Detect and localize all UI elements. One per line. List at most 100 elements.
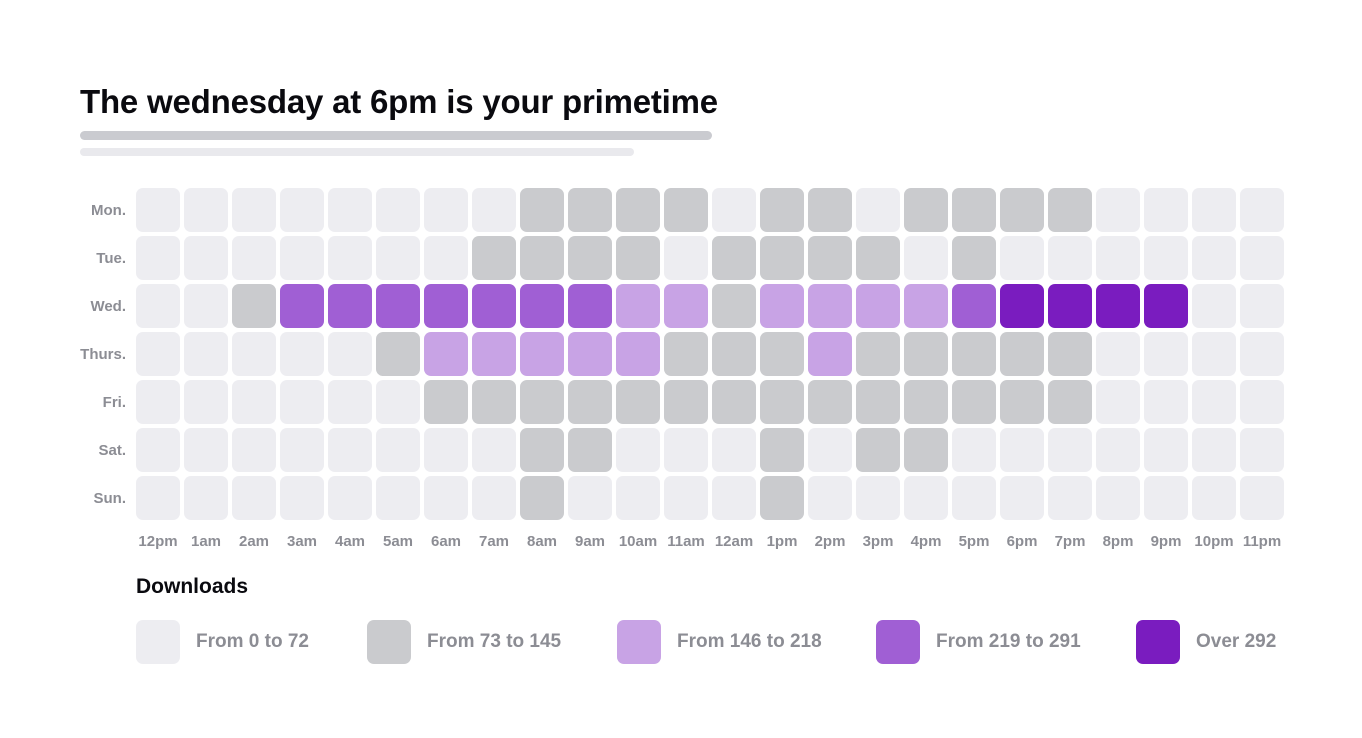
heatmap-cell: [1096, 284, 1140, 328]
hour-label: 3pm: [863, 533, 894, 550]
heatmap-cell: [1240, 332, 1284, 376]
legend-swatch: [876, 620, 920, 664]
heatmap-cell: [856, 476, 900, 520]
legend-swatch: [367, 620, 411, 664]
heatmap-cell: [376, 428, 420, 472]
heatmap-cell: [856, 380, 900, 424]
heatmap-cell: [328, 236, 372, 280]
heatmap-cell: [1192, 188, 1236, 232]
heatmap-cell: [520, 332, 564, 376]
heatmap-cell: [1000, 332, 1044, 376]
heatmap-cell: [1192, 428, 1236, 472]
heatmap-cell: [1144, 428, 1188, 472]
heatmap-cell: [328, 332, 372, 376]
heatmap-cell: [1048, 380, 1092, 424]
heatmap-cell: [904, 284, 948, 328]
heatmap-cell: [952, 236, 996, 280]
legend-label: From 73 to 145: [427, 631, 562, 652]
heatmap-cell: [1240, 284, 1284, 328]
heatmap-cell: [1000, 476, 1044, 520]
heatmap-cell: [616, 236, 660, 280]
heatmap-cell: [760, 332, 804, 376]
heatmap-cell: [712, 428, 756, 472]
heatmap-cell: [1048, 332, 1092, 376]
heatmap-cell: [232, 188, 276, 232]
legend-item-73-145: From 73 to 145: [367, 620, 561, 664]
heatmap-cell: [136, 428, 180, 472]
hour-label: 8pm: [1103, 533, 1134, 550]
heatmap-cell: [856, 188, 900, 232]
hour-label: 5am: [383, 533, 413, 550]
hour-label: 3am: [287, 533, 317, 550]
heatmap-cell: [952, 284, 996, 328]
heatmap-cell: [664, 476, 708, 520]
heatmap-cell: [760, 284, 804, 328]
heatmap-cell: [232, 284, 276, 328]
heatmap-cell: [520, 428, 564, 472]
legend-item-146-218: From 146 to 218: [617, 620, 822, 664]
legend-item-over-292: Over 292: [1136, 620, 1276, 664]
heatmap-cell: [328, 380, 372, 424]
heatmap-cell: [1240, 188, 1284, 232]
subtitle-placeholder-bar: [80, 131, 712, 140]
hour-label: 1pm: [767, 533, 798, 550]
heatmap-cell: [376, 284, 420, 328]
heatmap-cell: [280, 428, 324, 472]
hour-label: 7pm: [1055, 533, 1086, 550]
hour-label: 1am: [191, 533, 221, 550]
hour-label: 9am: [575, 533, 605, 550]
legend-label: From 146 to 218: [677, 631, 822, 652]
heatmap-cell: [376, 188, 420, 232]
heatmap-cell: [280, 284, 324, 328]
heatmap-cell: [520, 380, 564, 424]
heatmap-cell: [280, 236, 324, 280]
day-label: Sun.: [94, 490, 127, 507]
heatmap-cell: [1048, 236, 1092, 280]
heatmap-cell: [1000, 284, 1044, 328]
heatmap-chart: Mon. Tue. Wed. Thurs. Fri. Sat. Sun. 12pm 1am 2am…: [80, 188, 1284, 550]
heatmap-cell: [856, 236, 900, 280]
heatmap-cell: [1192, 332, 1236, 376]
heatmap-cell: [760, 380, 804, 424]
legend-label: From 219 to 291: [936, 631, 1081, 652]
heatmap-cell: [1144, 188, 1188, 232]
hour-label: 11pm: [1243, 533, 1281, 550]
heatmap-cell: [472, 332, 516, 376]
heatmap-cell: [952, 188, 996, 232]
heatmap-cell: [1096, 188, 1140, 232]
heatmap-cell: [808, 428, 852, 472]
hour-label: 8am: [527, 533, 557, 550]
heatmap-cell: [472, 188, 516, 232]
heatmap-cell: [616, 332, 660, 376]
heatmap-cell: [712, 284, 756, 328]
heatmap-cell: [520, 284, 564, 328]
heatmap-cell: [424, 380, 468, 424]
heatmap-cell: [424, 284, 468, 328]
heatmap-cell: [568, 476, 612, 520]
heatmap-cell: [424, 476, 468, 520]
heatmap-cell: [520, 188, 564, 232]
heatmap-cell: [1144, 236, 1188, 280]
heatmap-cell: [1096, 380, 1140, 424]
heatmap-cell: [520, 236, 564, 280]
heatmap-cell: [760, 476, 804, 520]
heatmap-cell: [616, 188, 660, 232]
heatmap-cell: [424, 188, 468, 232]
heatmap-cell: [616, 476, 660, 520]
day-label: Fri.: [103, 394, 126, 411]
heatmap-cell: [712, 380, 756, 424]
heatmap-cell: [232, 476, 276, 520]
heatmap-cell: [472, 284, 516, 328]
heatmap-cell: [664, 332, 708, 376]
heatmap-cell: [856, 332, 900, 376]
heatmap-cell: [808, 332, 852, 376]
hour-label: 12am: [715, 533, 753, 550]
heatmap-cell: [184, 284, 228, 328]
heatmap-cell: [1096, 476, 1140, 520]
heatmap-cell: [616, 428, 660, 472]
heatmap-cell: [1000, 188, 1044, 232]
heatmap-cell: [712, 332, 756, 376]
heatmap-cell: [664, 380, 708, 424]
heatmap-cell: [1192, 284, 1236, 328]
heatmap-cell: [136, 476, 180, 520]
